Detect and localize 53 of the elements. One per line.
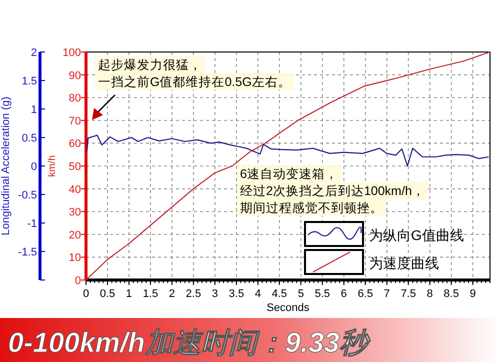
y2-tick-label: 70 <box>68 115 81 128</box>
y2-tick-label: 30 <box>68 206 81 219</box>
y-tick-label: 1 <box>30 104 37 116</box>
x-tick-label: 1 <box>126 288 132 300</box>
x-axis-title: Seconds <box>266 302 310 314</box>
x-tick-label: 6 <box>340 288 347 300</box>
x-tick-label: 2.5 <box>186 288 202 300</box>
legend-item: 为速度曲线 <box>304 249 439 275</box>
x-tick-label: 5 <box>298 288 304 300</box>
y-tick-label: 2 <box>30 47 37 59</box>
annotation: 6速自动变速箱， <box>240 167 338 181</box>
y-tick-label: 0 <box>30 161 37 173</box>
x-tick-label: 4.5 <box>272 288 288 300</box>
x-tick-label: 8.5 <box>444 288 459 300</box>
annotation: 期间过程感觉不到顿挫。 <box>240 201 383 215</box>
y-tick-label: -1.5 <box>18 246 37 258</box>
y2-tick-label: 60 <box>68 138 81 150</box>
x-tick-label: 6.5 <box>358 288 374 300</box>
y2-tick-label: 50 <box>68 161 81 173</box>
line-series <box>85 51 491 281</box>
x-tick-label: 0.5 <box>100 288 116 300</box>
y2-tick-label: 100 <box>62 47 81 59</box>
y-tick-label: -1 <box>27 218 37 230</box>
y2-tick-label: 10 <box>68 252 81 264</box>
y2-tick-label: 0 <box>74 275 81 287</box>
annotation: 一挡之前G值都维持在0.5G左右。 <box>98 75 291 89</box>
line-series <box>86 134 490 167</box>
legend-label: 为速度曲线 <box>369 255 439 271</box>
x-tick-label: 0 <box>82 288 90 300</box>
legend-item: 为纵向G值曲线 <box>304 221 464 247</box>
x-tick-label: 1.5 <box>142 288 158 300</box>
x-tick-label: 5.5 <box>314 288 330 300</box>
y-tick-label: -0.5 <box>18 190 37 202</box>
y-tick-label: 0.5 <box>22 132 37 144</box>
legend-label: 为纵向G值曲线 <box>369 227 464 243</box>
x-tick-label: 9 <box>470 288 476 300</box>
annotation: 起步爆发力很猛， <box>98 58 202 72</box>
text: 0-100km/h加速时间：9.33秒 <box>8 327 372 358</box>
x-tick-label: 4 <box>254 288 261 300</box>
y2-tick-label: 90 <box>68 70 81 82</box>
y2-tick-label: 20 <box>68 229 81 242</box>
x-tick-label: 8 <box>426 288 433 300</box>
y-axis-title: Longitudinal Acceleration (g) <box>0 96 12 236</box>
y2-axis-title: km/h <box>47 155 58 177</box>
x-tick-label: 7 <box>384 288 390 300</box>
x-tick-label: 2 <box>168 288 176 300</box>
x-tick-label: 3.5 <box>228 288 244 300</box>
x-tick-label: 7.5 <box>400 288 416 300</box>
annotation: 经过2次换挡之后到达100km/h， <box>240 184 425 198</box>
x-tick-label: 3 <box>212 288 218 300</box>
y-tick-label: 1.5 <box>22 76 37 88</box>
y2-tick-label: 40 <box>68 184 81 196</box>
y2-tick-label: 80 <box>68 92 81 105</box>
